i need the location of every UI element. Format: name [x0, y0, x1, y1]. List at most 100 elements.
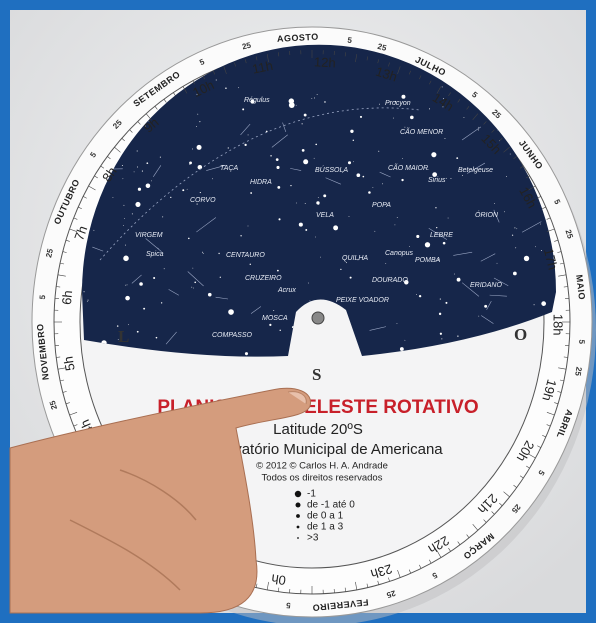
star — [186, 188, 188, 190]
day-tick — [60, 379, 65, 382]
star — [332, 167, 334, 169]
star — [352, 161, 354, 163]
star — [311, 98, 313, 100]
star — [163, 268, 165, 270]
star — [135, 201, 141, 207]
day-tick — [145, 113, 152, 120]
day-label: 5 — [536, 468, 546, 477]
day-tick — [202, 75, 205, 80]
star — [320, 256, 322, 258]
star — [368, 191, 371, 194]
star — [478, 315, 480, 317]
day-tick — [503, 491, 510, 498]
day-tick — [559, 379, 564, 382]
star — [133, 171, 135, 173]
day-tick — [542, 206, 546, 210]
star — [145, 183, 151, 189]
star-window — [82, 44, 556, 357]
star — [305, 229, 308, 231]
constellation-line — [521, 221, 542, 233]
day-tick — [397, 66, 401, 75]
star — [541, 301, 547, 306]
day-tick — [137, 121, 141, 125]
hour-label: 5h — [61, 355, 78, 372]
star — [303, 113, 307, 117]
sky-label: DOURADO — [372, 277, 408, 284]
day-tick — [542, 434, 546, 438]
star — [125, 284, 127, 286]
star — [348, 216, 350, 217]
sky-label: POPA — [372, 202, 391, 209]
day-tick — [65, 402, 70, 405]
star — [533, 304, 535, 306]
day-tick — [554, 402, 559, 405]
sky-label: ERIDANO — [470, 282, 502, 289]
star — [374, 230, 376, 232]
constellation-line — [453, 251, 473, 256]
sky-label: CRUZEIRO — [245, 275, 282, 282]
day-label: 25 — [573, 366, 584, 377]
star — [117, 338, 119, 340]
star — [395, 100, 397, 103]
day-tick — [56, 286, 61, 288]
hour-label: 6h — [59, 290, 75, 306]
star — [540, 223, 541, 225]
star — [396, 323, 398, 324]
day-tick — [234, 62, 236, 67]
star — [512, 234, 514, 236]
star — [196, 144, 202, 150]
day-tick — [278, 587, 280, 592]
hour-label: 12h — [314, 54, 336, 70]
star — [444, 138, 446, 139]
star — [125, 295, 130, 301]
star — [509, 153, 511, 155]
star — [155, 336, 158, 339]
star — [128, 324, 130, 326]
direction: O — [514, 325, 527, 344]
star — [463, 117, 465, 118]
star — [350, 129, 354, 133]
day-label: 5 — [577, 339, 586, 345]
day-tick — [129, 129, 133, 133]
star — [207, 292, 212, 297]
legend-label: de 1 a 3 — [307, 522, 344, 533]
star — [441, 86, 443, 88]
sky-label: Canopus — [385, 250, 414, 257]
day-tick — [554, 239, 559, 242]
constellation-line — [282, 122, 287, 133]
sky-label: BÚSSOLA — [315, 165, 348, 174]
star — [432, 172, 437, 177]
star — [378, 150, 380, 152]
sky-label: VELA — [316, 212, 334, 219]
day-tick — [528, 453, 536, 459]
sky-label: Procyon — [385, 100, 411, 107]
day-label: 5 — [38, 294, 47, 300]
hour-label: 0h — [270, 571, 286, 588]
star — [273, 310, 275, 312]
legend-dot — [297, 537, 299, 539]
star — [247, 225, 249, 227]
star — [227, 147, 229, 149]
star — [402, 158, 403, 160]
star — [146, 162, 149, 165]
star — [541, 250, 543, 252]
star — [439, 298, 441, 300]
constellation-line — [461, 126, 482, 141]
star — [199, 121, 201, 123]
hand — [9, 387, 311, 614]
star — [270, 155, 272, 157]
day-tick — [56, 356, 61, 358]
star — [514, 227, 516, 229]
star — [515, 247, 517, 249]
sky-label: CÃO MENOR — [400, 127, 443, 136]
star — [438, 312, 442, 316]
star — [385, 262, 387, 264]
star — [126, 284, 128, 286]
hour-label: 18h — [550, 314, 565, 336]
star — [122, 178, 124, 180]
hour-label: 13h — [374, 64, 399, 85]
star — [333, 225, 339, 231]
star — [250, 99, 255, 104]
star — [349, 276, 352, 279]
star — [401, 94, 406, 99]
